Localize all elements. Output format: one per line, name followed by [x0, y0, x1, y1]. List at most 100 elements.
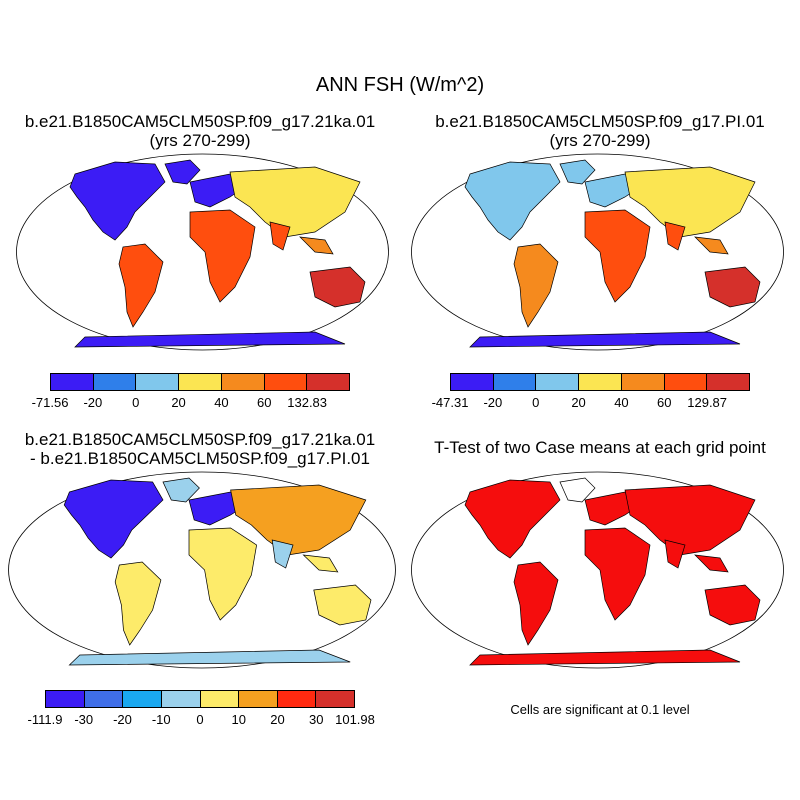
panel2-map	[411, 153, 784, 351]
africa-landmass	[188, 527, 257, 621]
southAmerica-landmass	[513, 243, 559, 328]
asia-landmass	[624, 484, 756, 556]
colorbar-tick-label: -20	[483, 395, 503, 410]
colorbar-bin	[277, 691, 317, 707]
antarctica-landmass	[68, 649, 351, 666]
panel3-colorbar	[45, 690, 355, 708]
colorbar-bin	[451, 374, 494, 390]
india-landmass	[664, 221, 686, 251]
colorbar-tick-label: 129.87	[687, 395, 728, 410]
colorbar-tick-label: 60	[657, 395, 672, 410]
greenland-landmass	[164, 159, 201, 185]
colorbar-tick-label: 30	[309, 712, 324, 727]
colorbar-bin	[536, 374, 580, 390]
panel3-map	[8, 471, 396, 669]
greenland-landmass	[559, 159, 596, 185]
colorbar-tick-label: -20	[83, 395, 103, 410]
panel1-colorbar	[50, 373, 350, 391]
panel2-title: b.e21.B1850CAM5CLM50SP.f09_g17.PI.01	[435, 112, 765, 131]
colorbar-tick-label: -10	[151, 712, 171, 727]
colorbar-tick-label: 60	[257, 395, 272, 410]
colorbar-bin	[179, 374, 222, 390]
india-landmass	[271, 539, 294, 569]
asia-landmass	[229, 166, 361, 238]
colorbar-tick-label: 40	[614, 395, 629, 410]
europe-landmass	[188, 491, 247, 526]
panel3-subtitle: - b.e21.B1850CAM5CLM50SP.f09_g17.PI.01	[30, 449, 370, 468]
australia-landmass	[704, 584, 761, 626]
colorbar-tick-label: -71.56	[31, 395, 69, 410]
africa-landmass	[584, 209, 651, 303]
southAmerica-landmass	[114, 561, 162, 646]
southAmerica-landmass	[118, 243, 164, 328]
europe-landmass	[189, 173, 246, 208]
colorbar-bin	[200, 691, 240, 707]
colorbar-bin	[123, 691, 162, 707]
panel4-map	[411, 471, 784, 669]
panel4-title: T-Test of two Case means at each grid po…	[434, 438, 766, 457]
seAsia-landmass	[302, 554, 339, 573]
colorbar-bin	[316, 691, 354, 707]
colorbar-tick-label: 101.98	[335, 712, 375, 727]
colorbar-bin	[307, 374, 350, 390]
panel1-subtitle: (yrs 270-299)	[149, 131, 251, 150]
southAmerica-landmass	[513, 561, 559, 646]
europe-landmass	[584, 491, 641, 526]
northAmerica-landmass	[69, 161, 166, 241]
panel2-colorbar	[450, 373, 750, 391]
northAmerica-landmass	[464, 479, 561, 559]
colorbar-tick-label: 40	[214, 395, 229, 410]
colorbar-bin	[707, 374, 750, 390]
northAmerica-landmass	[63, 479, 164, 559]
australia-landmass	[309, 266, 366, 308]
panel1-map	[16, 153, 389, 351]
colorbar-bin	[46, 691, 85, 707]
africa-landmass	[584, 527, 651, 621]
colorbar-tick-label: -30	[74, 712, 94, 727]
northAmerica-landmass	[464, 161, 561, 241]
colorbar-tick-label: 132.83	[287, 395, 328, 410]
seAsia-landmass	[694, 236, 729, 255]
colorbar-bin	[84, 691, 124, 707]
colorbar-bin	[239, 691, 278, 707]
colorbar-bin	[161, 691, 201, 707]
colorbar-bin	[579, 374, 622, 390]
colorbar-bin	[621, 374, 665, 390]
colorbar-tick-label: 10	[231, 712, 246, 727]
figure-title: ANN FSH (W/m^2)	[315, 74, 485, 96]
panel1-title: b.e21.B1850CAM5CLM50SP.f09_g17.21ka.01	[24, 112, 376, 131]
colorbar-tick-label: 0	[196, 712, 204, 727]
colorbar-tick-label: 20	[171, 395, 186, 410]
asia-landmass	[230, 484, 367, 556]
asia-landmass	[624, 166, 756, 238]
colorbar-tick-label: -20	[113, 712, 132, 727]
colorbar-tick-label: -47.31	[431, 395, 469, 410]
significance-note: Cells are significant at 0.1 level	[510, 702, 690, 717]
greenland-landmass	[559, 477, 596, 503]
colorbar-bin	[93, 374, 137, 390]
colorbar-tick-label: -111.9	[27, 712, 63, 727]
antarctica-landmass	[469, 331, 741, 348]
india-landmass	[664, 539, 686, 569]
australia-landmass	[704, 266, 761, 308]
antarctica-landmass	[74, 331, 346, 348]
colorbar-tick-label: 20	[571, 395, 586, 410]
antarctica-landmass	[469, 649, 741, 666]
colorbar-bin	[221, 374, 265, 390]
seAsia-landmass	[694, 554, 729, 573]
colorbar-tick-label: 20	[270, 712, 285, 727]
india-landmass	[269, 221, 291, 251]
colorbar-bin	[664, 374, 708, 390]
colorbar-bin	[493, 374, 537, 390]
colorbar-tick-label: 0	[532, 395, 540, 410]
europe-landmass	[584, 173, 641, 208]
colorbar-bin	[136, 374, 180, 390]
australia-landmass	[313, 584, 372, 626]
seAsia-landmass	[299, 236, 334, 255]
africa-landmass	[189, 209, 256, 303]
panel3-title: b.e21.B1850CAM5CLM50SP.f09_g17.21ka.01	[24, 430, 376, 449]
colorbar-tick-label: 0	[132, 395, 140, 410]
panel2-subtitle: (yrs 270-299)	[549, 131, 651, 150]
colorbar-bin	[264, 374, 308, 390]
colorbar-bin	[51, 374, 94, 390]
